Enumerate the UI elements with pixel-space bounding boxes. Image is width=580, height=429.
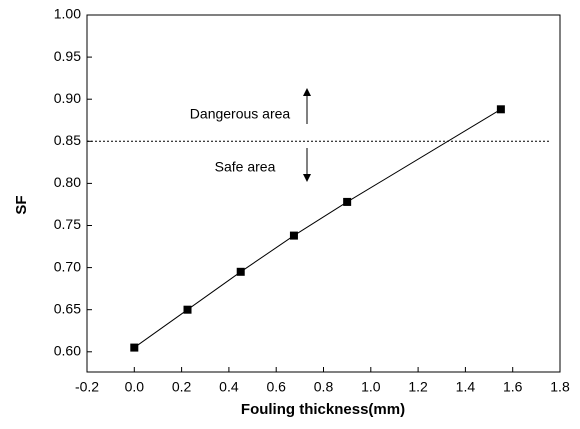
marker [289, 231, 298, 240]
series-line [134, 108, 502, 348]
x-axis-title: Fouling thickness(mm) [241, 401, 405, 418]
x-tick-label: 1.2 [408, 379, 428, 395]
y-tick-label: 0.80 [54, 174, 81, 190]
x-tick-label: 0.8 [314, 379, 334, 395]
x-tick-label: 1.4 [456, 379, 476, 395]
marker [183, 305, 192, 314]
marker [236, 267, 245, 276]
x-tick-label: 1.6 [503, 379, 523, 395]
y-tick-label: 0.65 [54, 300, 81, 316]
y-tick-label: 0.75 [54, 216, 81, 232]
x-tick-label: 0.2 [172, 379, 192, 395]
y-tick-label: 0.90 [54, 90, 81, 106]
marker [343, 197, 352, 206]
y-tick-label: 0.95 [54, 48, 81, 64]
annotation: Safe area [215, 159, 276, 175]
y-tick-label: 0.70 [54, 258, 81, 274]
y-tick-label: 1.00 [54, 6, 81, 22]
marker [130, 343, 139, 352]
x-tick-label: 0.4 [219, 379, 239, 395]
y-tick-label: 0.85 [54, 132, 81, 148]
x-tick-label: 1.8 [550, 379, 570, 395]
x-tick-label: 0.0 [125, 379, 145, 395]
y-axis-title: SF [13, 195, 30, 214]
plot-frame [86, 14, 561, 373]
x-tick-label: 1.0 [361, 379, 381, 395]
marker [496, 105, 505, 114]
x-tick-label: 0.6 [266, 379, 286, 395]
y-tick-label: 0.60 [54, 342, 81, 358]
arrows [303, 88, 311, 182]
annotation: Dangerous area [190, 106, 291, 122]
x-tick-label: -0.2 [75, 379, 99, 395]
